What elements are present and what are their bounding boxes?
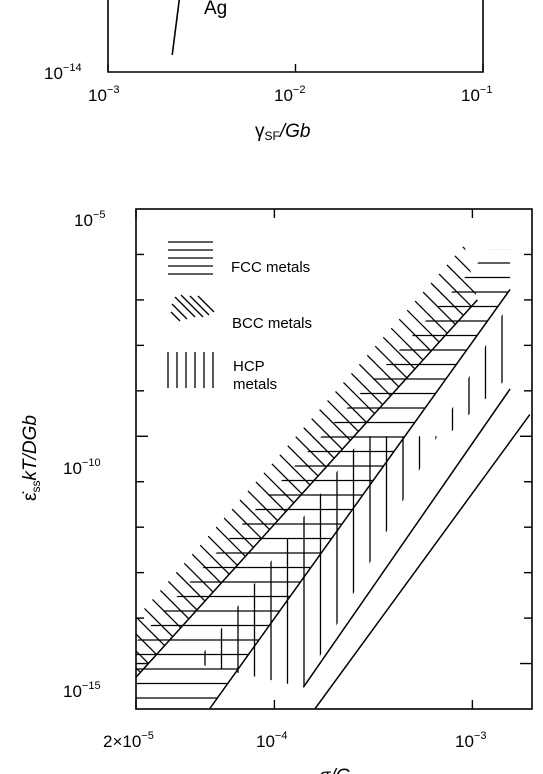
- bcc-hatch-line: [524, 189, 543, 749]
- bcc-hatch-line: [370, 245, 478, 678]
- band-boundary-0: [136, 299, 478, 678]
- legend: FCC metals BCC metals HCP metals: [167, 241, 312, 393]
- bottom-axis-ticks: [135, 209, 532, 709]
- top-plot-frame: [107, 0, 484, 73]
- bcc-hatch-line: [490, 189, 543, 749]
- bottom-y-tick-label-3: 10−15: [63, 680, 101, 701]
- bcc-hatch-line: [136, 245, 478, 678]
- bcc-hatch-line: [0, 189, 115, 749]
- bcc-hatch-line: [404, 245, 478, 678]
- top-x-tick-label-1: 10−3: [88, 84, 119, 105]
- bcc-hatch-line: [136, 245, 478, 678]
- bcc-hatch-line: [136, 245, 371, 678]
- fcc-metals-region: [136, 262, 511, 699]
- top-x-tick-label-2: 10−2: [274, 84, 305, 105]
- band-boundary-lines: [136, 288, 531, 709]
- bcc-hatch-line: [455, 245, 478, 678]
- bottom-x-tick-label-2: 10−4: [256, 730, 287, 751]
- bcc-hatch-line: [136, 245, 478, 678]
- top-series-line-0: [171, 0, 181, 56]
- band-boundary-3: [314, 414, 531, 709]
- top-x-tick-label-3: 10−1: [461, 84, 492, 105]
- bcc-hatch-line: [136, 245, 478, 678]
- legend-label-hcp: HCP metals: [233, 358, 277, 393]
- bcc-hatch-line: [353, 245, 478, 678]
- bottom-plot-frame: [135, 208, 533, 710]
- legend-label-bcc: BCC metals: [232, 315, 312, 332]
- bottom-x-tick-label-3: 10−3: [455, 730, 486, 751]
- top-x-axis-title: γSF/Gb: [255, 121, 310, 143]
- legend-swatch-hcp: [167, 352, 214, 388]
- legend-swatch-bcc: [170, 294, 215, 322]
- bcc-hatch-line: [0, 189, 98, 749]
- bcc-hatch-line: [136, 245, 478, 678]
- top-axis-ticks: [107, 64, 484, 72]
- legend-swatch-fcc: [168, 241, 213, 275]
- top-series: [171, 0, 181, 56]
- bcc-hatch-line: [421, 245, 478, 678]
- bcc-hatch-line: [136, 245, 405, 678]
- bcc-hatch-line: [136, 245, 235, 678]
- bcc-hatch-line: [0, 189, 13, 749]
- bottom-y-tick-label-1: 10−5: [74, 209, 105, 230]
- bcc-hatch-line: [136, 245, 478, 678]
- band-boundary-2: [302, 388, 511, 688]
- top-y-tick-label: 10−14: [44, 62, 82, 83]
- band-boundary-1: [208, 288, 511, 709]
- bottom-chart: FCC metals BCC metals HCP metals: [0, 189, 543, 774]
- bottom-x-tick-label-1: 2×10−5: [103, 730, 154, 751]
- bcc-hatch-line: [507, 189, 543, 749]
- top-point-label-ag: Ag: [204, 0, 227, 19]
- bottom-y-axis-title: ε̇sskT/DGb: [20, 415, 43, 501]
- bcc-hatch-line: [336, 245, 478, 678]
- bottom-x-axis-title: σ/G: [319, 766, 351, 774]
- bcc-hatch-line: [136, 245, 388, 678]
- bottom-y-tick-label-2: 10−10: [63, 457, 101, 478]
- legend-label-fcc: FCC metals: [231, 259, 310, 276]
- bcc-hatch-line: [302, 245, 478, 678]
- top-chart: 10−3 10−2 10−1 10−14 γSF/Gb Ag: [44, 0, 492, 143]
- bcc-hatch-line: [166, 245, 478, 678]
- bcc-hatch-line: [387, 245, 478, 678]
